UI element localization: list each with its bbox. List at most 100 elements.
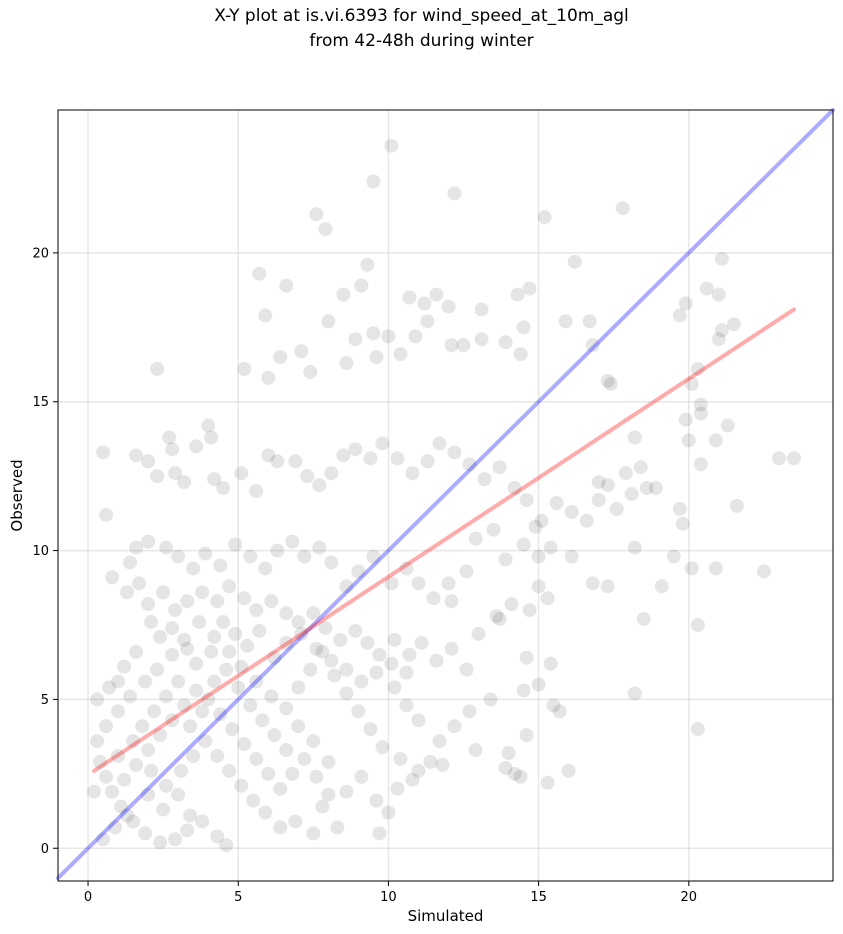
scatter-point — [549, 495, 564, 510]
scatter-point — [273, 781, 288, 796]
scatter-point — [126, 814, 141, 829]
scatter-point — [321, 787, 336, 802]
scatter-point — [609, 501, 624, 516]
scatter-point — [198, 546, 213, 561]
scatter-point — [354, 278, 369, 293]
scatter-point — [582, 314, 597, 329]
chart-title-line-1: X-Y plot at is.vi.6393 for wind_speed_at… — [214, 6, 629, 26]
scatter-point — [489, 609, 504, 624]
scatter-point — [249, 484, 264, 499]
scatter-point — [471, 626, 486, 641]
scatter-point — [264, 594, 279, 609]
scatter-point — [504, 597, 519, 612]
scatter-points — [87, 138, 801, 853]
scatter-point — [513, 769, 528, 784]
scatter-point — [99, 719, 114, 734]
scatter-point — [261, 766, 276, 781]
scatter-point — [201, 692, 216, 707]
scatter-point — [177, 698, 192, 713]
scatter-point — [105, 784, 120, 799]
scatter-point — [558, 314, 573, 329]
scatter-point — [237, 737, 252, 752]
scatter-point — [672, 308, 687, 323]
y-tick-label: 20 — [32, 246, 49, 261]
scatter-point — [498, 552, 513, 567]
scatter-point — [303, 662, 318, 677]
scatter-point — [279, 606, 294, 621]
y-tick-label: 0 — [41, 842, 49, 857]
scatter-point — [690, 617, 705, 632]
scatter-point — [714, 251, 729, 266]
scatter-point — [186, 561, 201, 576]
scatter-point — [249, 603, 264, 618]
scatter-point — [324, 653, 339, 668]
scatter-point — [129, 540, 144, 555]
scatter-point — [540, 775, 555, 790]
scatter-point — [633, 460, 648, 475]
scatter-point — [591, 475, 606, 490]
scatter-point — [285, 534, 300, 549]
scatter-point — [210, 829, 225, 844]
scatter-point — [420, 314, 435, 329]
scatter-point — [234, 778, 249, 793]
scatter-point — [462, 704, 477, 719]
one-to-one-line — [56, 108, 835, 881]
scatter-point — [711, 332, 726, 347]
scatter-point — [285, 766, 300, 781]
scatter-point — [207, 629, 222, 644]
regression-line — [92, 307, 796, 773]
scatter-point — [498, 760, 513, 775]
scatter-point — [339, 686, 354, 701]
scatter-point — [591, 492, 606, 507]
scatter-point — [273, 350, 288, 365]
scatter-point — [141, 534, 156, 549]
scatter-point — [234, 466, 249, 481]
scatter-point — [510, 287, 525, 302]
scatter-point — [258, 805, 273, 820]
scatter-point — [219, 838, 234, 853]
scatter-point — [210, 748, 225, 763]
scatter-point — [318, 222, 333, 237]
scatter-point — [297, 549, 312, 564]
scatter-point — [351, 704, 366, 719]
scatter-point — [195, 585, 210, 600]
scatter-point — [270, 543, 285, 558]
scatter-point — [312, 478, 327, 493]
scatter-point — [159, 778, 174, 793]
scatter-point — [375, 740, 390, 755]
scatter-point — [459, 564, 474, 579]
scatter-point — [363, 722, 378, 737]
scatter-point — [264, 689, 279, 704]
scatter-point — [372, 826, 387, 841]
scatter-point — [348, 332, 363, 347]
scatter-point — [129, 448, 144, 463]
scatter-point — [666, 549, 681, 564]
scatter-point — [246, 793, 261, 808]
scatter-point — [288, 814, 303, 829]
scatter-point — [180, 594, 195, 609]
scatter-point — [330, 820, 345, 835]
scatter-point — [375, 436, 390, 451]
scatter-point — [87, 784, 102, 799]
scatter-point — [648, 481, 663, 496]
scatter-point — [204, 644, 219, 659]
scatter-point — [318, 620, 333, 635]
scatter-point — [237, 361, 252, 376]
scatter-point — [141, 597, 156, 612]
scatter-point — [441, 299, 456, 314]
scatter-point — [411, 576, 426, 591]
scatter-point — [339, 579, 354, 594]
scatter-point — [180, 641, 195, 656]
scatter-point — [507, 766, 522, 781]
scatter-point — [237, 591, 252, 606]
scatter-point — [429, 653, 444, 668]
scatter-point — [111, 674, 126, 689]
scatter-point — [516, 683, 531, 698]
scatter-point — [693, 457, 708, 472]
scatter-point — [150, 662, 165, 677]
scatter-point — [513, 347, 528, 362]
scatter-point — [474, 332, 489, 347]
scatter-point — [366, 549, 381, 564]
scatter-point — [102, 680, 117, 695]
scatter-point — [387, 680, 402, 695]
